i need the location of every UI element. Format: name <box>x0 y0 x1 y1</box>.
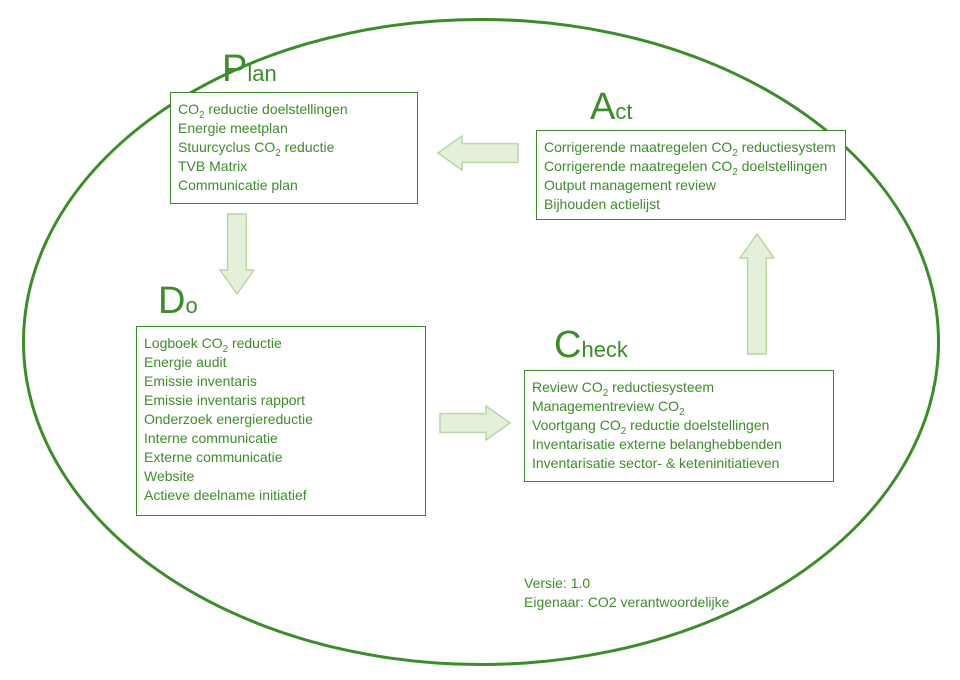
do-title-rest: o <box>185 293 197 318</box>
footer-meta-line-1: Eigenaar: CO2 verantwoordelijke <box>524 593 729 612</box>
do-item-5: Interne communicatie <box>144 429 313 448</box>
plan-item-0: CO2 reductie doelstellingen <box>178 100 348 119</box>
footer-meta: Versie: 1.0Eigenaar: CO2 verantwoordelij… <box>524 574 729 612</box>
act-title-rest: ct <box>615 99 632 124</box>
act-title: Act <box>590 86 632 129</box>
check-title-rest: heck <box>581 337 627 362</box>
act-items: Corrigerende maatregelen CO2 reductiesys… <box>544 138 836 214</box>
do-item-3: Emissie inventaris rapport <box>144 391 313 410</box>
check-item-3: Inventarisatie externe belanghebbenden <box>532 435 782 454</box>
arrow-check-to-act <box>740 234 774 354</box>
arrow-plan-to-do <box>220 214 254 294</box>
footer-meta-line-0: Versie: 1.0 <box>524 574 729 593</box>
arrow-act-to-plan <box>438 136 518 170</box>
act-title-big: A <box>590 86 615 128</box>
do-item-1: Energie audit <box>144 353 313 372</box>
do-title: Do <box>158 280 198 323</box>
plan-title: Plan <box>222 48 277 91</box>
check-item-4: Inventarisatie sector- & keteninitiatiev… <box>532 454 782 473</box>
act-item-0: Corrigerende maatregelen CO2 reductiesys… <box>544 138 836 157</box>
do-items: Logboek CO2 reductieEnergie auditEmissie… <box>144 334 313 505</box>
plan-title-rest: lan <box>247 61 276 86</box>
check-item-2: Voortgang CO2 reductie doelstellingen <box>532 416 782 435</box>
diagram-stage: Plan CO2 reductie doelstellingenEnergie … <box>0 0 960 680</box>
act-item-2: Output management review <box>544 176 836 195</box>
check-item-0: Review CO2 reductiesysteem <box>532 378 782 397</box>
do-item-6: Externe communicatie <box>144 448 313 467</box>
do-item-8: Actieve deelname initiatief <box>144 486 313 505</box>
check-title-big: C <box>554 324 581 366</box>
arrow-do-to-check <box>440 406 510 440</box>
plan-item-1: Energie meetplan <box>178 119 348 138</box>
plan-title-big: P <box>222 48 247 90</box>
check-title: Check <box>554 324 628 367</box>
act-item-1: Corrigerende maatregelen CO2 doelstellin… <box>544 157 836 176</box>
do-title-big: D <box>158 280 185 322</box>
do-item-0: Logboek CO2 reductie <box>144 334 313 353</box>
plan-item-4: Communicatie plan <box>178 176 348 195</box>
do-item-4: Onderzoek energiereductie <box>144 410 313 429</box>
do-item-2: Emissie inventaris <box>144 372 313 391</box>
do-item-7: Website <box>144 467 313 486</box>
plan-item-3: TVB Matrix <box>178 157 348 176</box>
check-item-1: Managementreview CO2 <box>532 397 782 416</box>
act-item-3: Bijhouden actielijst <box>544 195 836 214</box>
plan-items: CO2 reductie doelstellingenEnergie meetp… <box>178 100 348 195</box>
check-items: Review CO2 reductiesysteemManagementrevi… <box>532 378 782 473</box>
plan-item-2: Stuurcyclus CO2 reductie <box>178 138 348 157</box>
